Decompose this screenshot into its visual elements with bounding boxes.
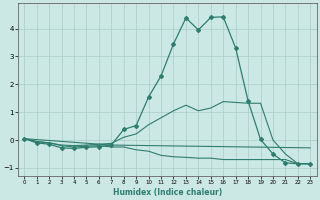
X-axis label: Humidex (Indice chaleur): Humidex (Indice chaleur) [113,188,222,197]
